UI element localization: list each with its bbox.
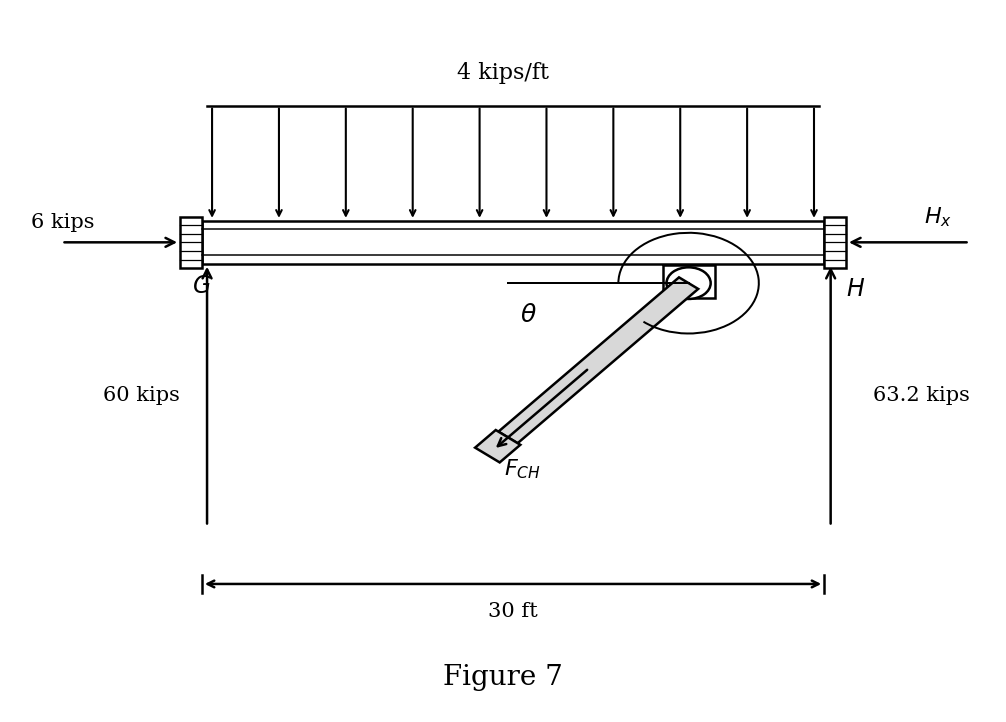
Polygon shape <box>498 277 698 443</box>
Text: $H$: $H$ <box>846 278 865 301</box>
Text: $F_{CH}$: $F_{CH}$ <box>504 457 540 481</box>
Polygon shape <box>824 217 846 268</box>
Text: 6 kips: 6 kips <box>31 212 95 232</box>
Text: 63.2 kips: 63.2 kips <box>872 386 970 404</box>
Text: $G$: $G$ <box>192 274 211 297</box>
Polygon shape <box>202 221 824 264</box>
Text: $H_x$: $H_x$ <box>925 206 953 230</box>
Text: 60 kips: 60 kips <box>104 386 180 404</box>
Text: 4 kips/ft: 4 kips/ft <box>457 62 549 84</box>
Text: 30 ft: 30 ft <box>488 602 538 621</box>
Text: Figure 7: Figure 7 <box>443 664 563 691</box>
Text: $\theta$: $\theta$ <box>520 304 536 327</box>
Polygon shape <box>475 430 520 462</box>
Circle shape <box>667 267 710 299</box>
Polygon shape <box>180 217 202 268</box>
Polygon shape <box>663 266 714 297</box>
